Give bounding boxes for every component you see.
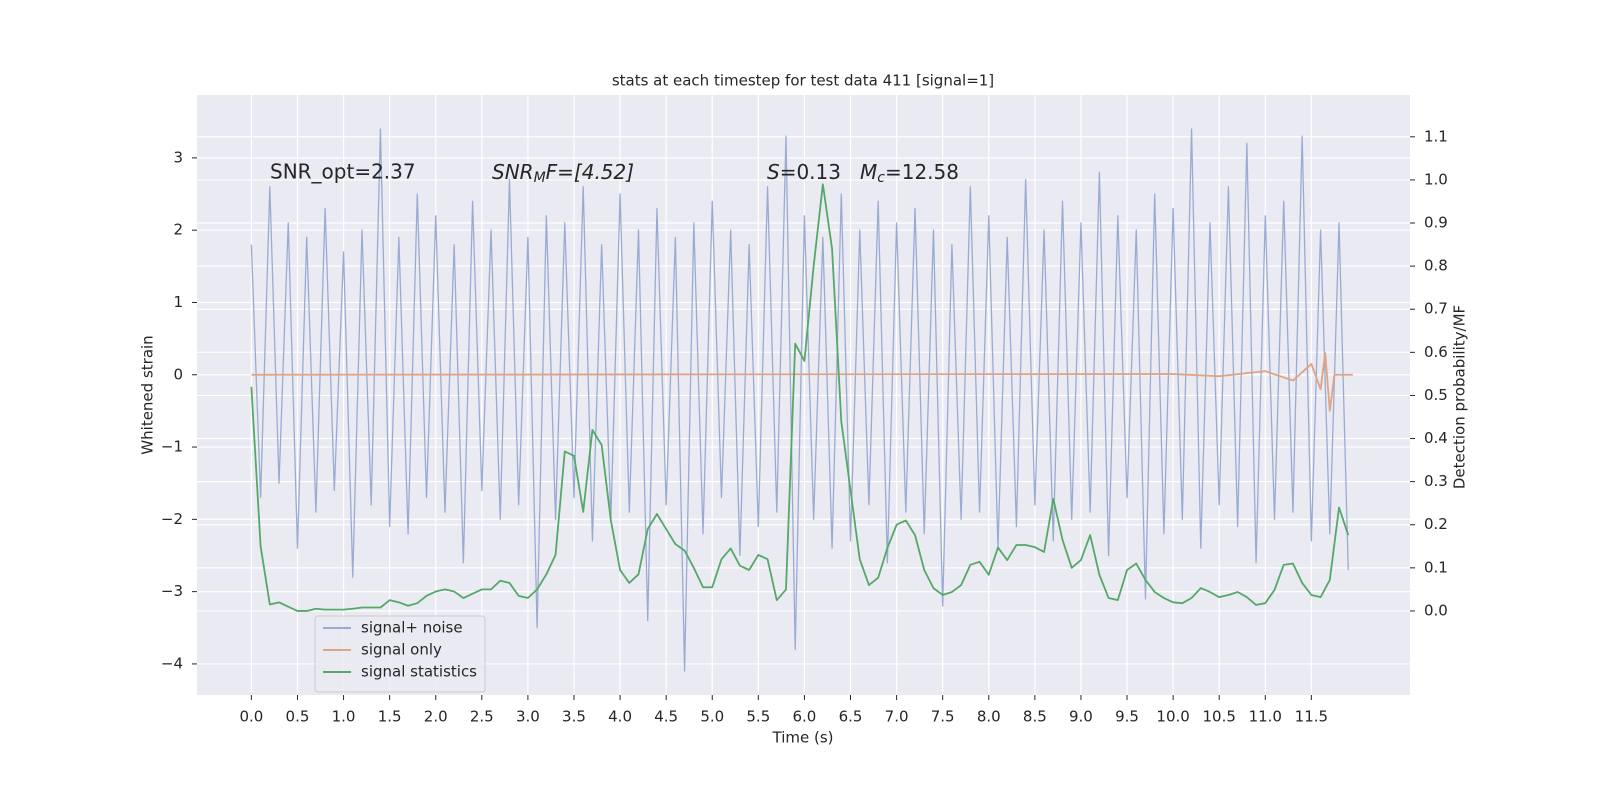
labels: stats at each timestep for test data 411… [139, 72, 1469, 747]
annotation-part: SNR [492, 160, 534, 184]
marks [250, 128, 1353, 672]
annotation-part: F=[4.52] [546, 160, 634, 184]
y-tick-label: −3 [161, 582, 183, 600]
x-tick-label: 7.5 [931, 708, 955, 726]
x-tick-label: 10.0 [1156, 708, 1189, 726]
x-tick-label: 1.5 [378, 708, 402, 726]
x-tick-label: 11.5 [1295, 708, 1328, 726]
chart-title: stats at each timestep for test data 411… [612, 72, 994, 90]
x-tick-label: 2.5 [470, 708, 494, 726]
x-tick-label: 1.0 [332, 708, 356, 726]
y-tick-label: 0 [173, 365, 183, 383]
x-tick-label: 4.0 [608, 708, 632, 726]
series-line [250, 128, 1349, 672]
y2-tick-label: 0.0 [1424, 601, 1448, 619]
legend-box [314, 615, 486, 693]
y2-tick-label: 0.4 [1424, 429, 1448, 447]
y2-tick-label: 0.6 [1424, 343, 1448, 361]
annotation-part: M [534, 170, 546, 186]
y-tick-label: 2 [173, 221, 183, 239]
annotation-part: =12.58 [885, 160, 959, 184]
x-tick-label: 11.0 [1249, 708, 1282, 726]
annotation-part: c [877, 170, 885, 186]
annotation-part: S [767, 160, 780, 184]
x-tick-label: 3.0 [516, 708, 540, 726]
y2-tick-label: 0.2 [1424, 515, 1448, 533]
legend-label: signal+ noise [361, 619, 463, 637]
y2-tick-label: 0.7 [1424, 300, 1448, 318]
x-tick-label: 9.0 [1069, 708, 1093, 726]
x-tick-label: 2.0 [424, 708, 448, 726]
x-tick-label: 5.0 [700, 708, 724, 726]
annotation: SNR_opt=2.37 [270, 160, 416, 184]
y2-tick-label: 0.1 [1424, 558, 1448, 576]
annotation: S=0.13 [767, 160, 841, 184]
legend-label: signal only [361, 641, 442, 659]
annotation-part: =0.13 [780, 160, 841, 184]
annotation: SNRMF=[4.52] [492, 160, 634, 187]
annotation-part: M [860, 160, 877, 184]
x-tick-label: 8.0 [977, 708, 1001, 726]
x-tick-label: 5.5 [746, 708, 770, 726]
x-tick-label: 10.5 [1202, 708, 1235, 726]
legend: signal+ noise signal only signal statistic… [314, 615, 486, 693]
y2-tick-label: 0.5 [1424, 386, 1448, 404]
y2-tick-label: 1.1 [1424, 127, 1448, 145]
series-line [250, 183, 1350, 612]
series-line [251, 352, 1353, 412]
x-tick-label: 8.5 [1023, 708, 1047, 726]
y2-axis-label: Detection probability/MF [1451, 305, 1469, 489]
legend-label: signal statistics [361, 663, 477, 681]
y-tick-label: −4 [161, 654, 183, 672]
x-tick-label: 9.5 [1115, 708, 1139, 726]
x-tick-label: 6.5 [839, 708, 863, 726]
y-tick-label: −2 [161, 510, 183, 528]
y2-tick-label: 0.9 [1424, 214, 1448, 232]
y2-tick-label: 0.8 [1424, 257, 1448, 275]
y2-tick-label: 0.3 [1424, 472, 1448, 490]
x-axis-label: Time (s) [772, 729, 834, 747]
x-tick-label: 4.5 [654, 708, 678, 726]
y-tick-label: 3 [173, 148, 183, 166]
x-tick-label: 0.0 [239, 708, 263, 726]
y-axis-label: Whitened strain [139, 335, 157, 454]
x-tick-label: 3.5 [562, 708, 586, 726]
y2-tick-label: 1.0 [1424, 170, 1448, 188]
annotation: Mc=12.58 [860, 160, 959, 187]
x-tick-label: 7.0 [885, 708, 909, 726]
y-tick-label: 1 [173, 293, 183, 311]
x-tick-label: 6.0 [792, 708, 816, 726]
y-tick-label: −1 [161, 438, 183, 456]
x-tick-label: 0.5 [286, 708, 310, 726]
